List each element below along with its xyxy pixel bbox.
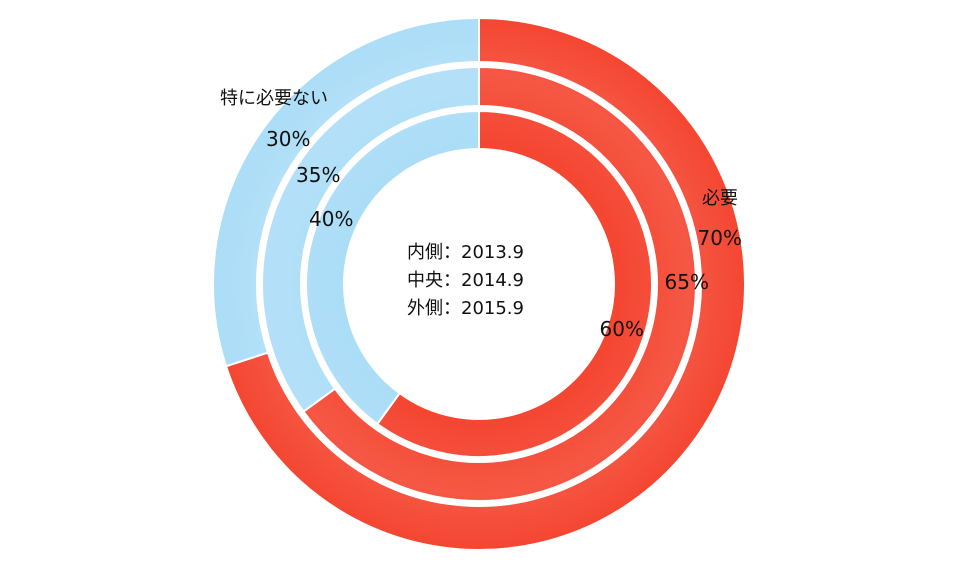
data-label-outer-not-necessary: 30% [266,127,310,151]
ring-outer-not-necessary-slice [212,16,480,368]
data-label-middle-not-necessary: 35% [296,163,340,187]
category-label-not-necessary: 特に必要ない [220,88,328,109]
data-label-inner-not-necessary: 40% [309,207,353,231]
center-legend-outer: 外側：2015.9 [407,298,524,319]
ring-middle-necessary-slice [302,65,697,502]
data-label-middle-necessary: 65% [665,270,709,294]
category-label-necessary: 必要 [702,188,738,209]
ring-middle-not-necessary-slice [261,65,480,413]
data-label-outer-necessary: 70% [698,226,742,250]
data-label-inner-necessary: 60% [600,317,644,341]
ring-inner-necessary-slice [375,109,653,458]
center-legend-inner: 内側：2013.9 [407,242,524,263]
rings-group [212,16,746,551]
ring-outer-necessary-slice [224,16,746,551]
ring-inner-not-necessary-slice [305,109,480,426]
labels-group: 必要 特に必要ない 70% 65% 60% 30% 35% 40% 内側：201… [220,88,742,341]
center-legend-middle: 中央：2014.9 [407,270,524,291]
